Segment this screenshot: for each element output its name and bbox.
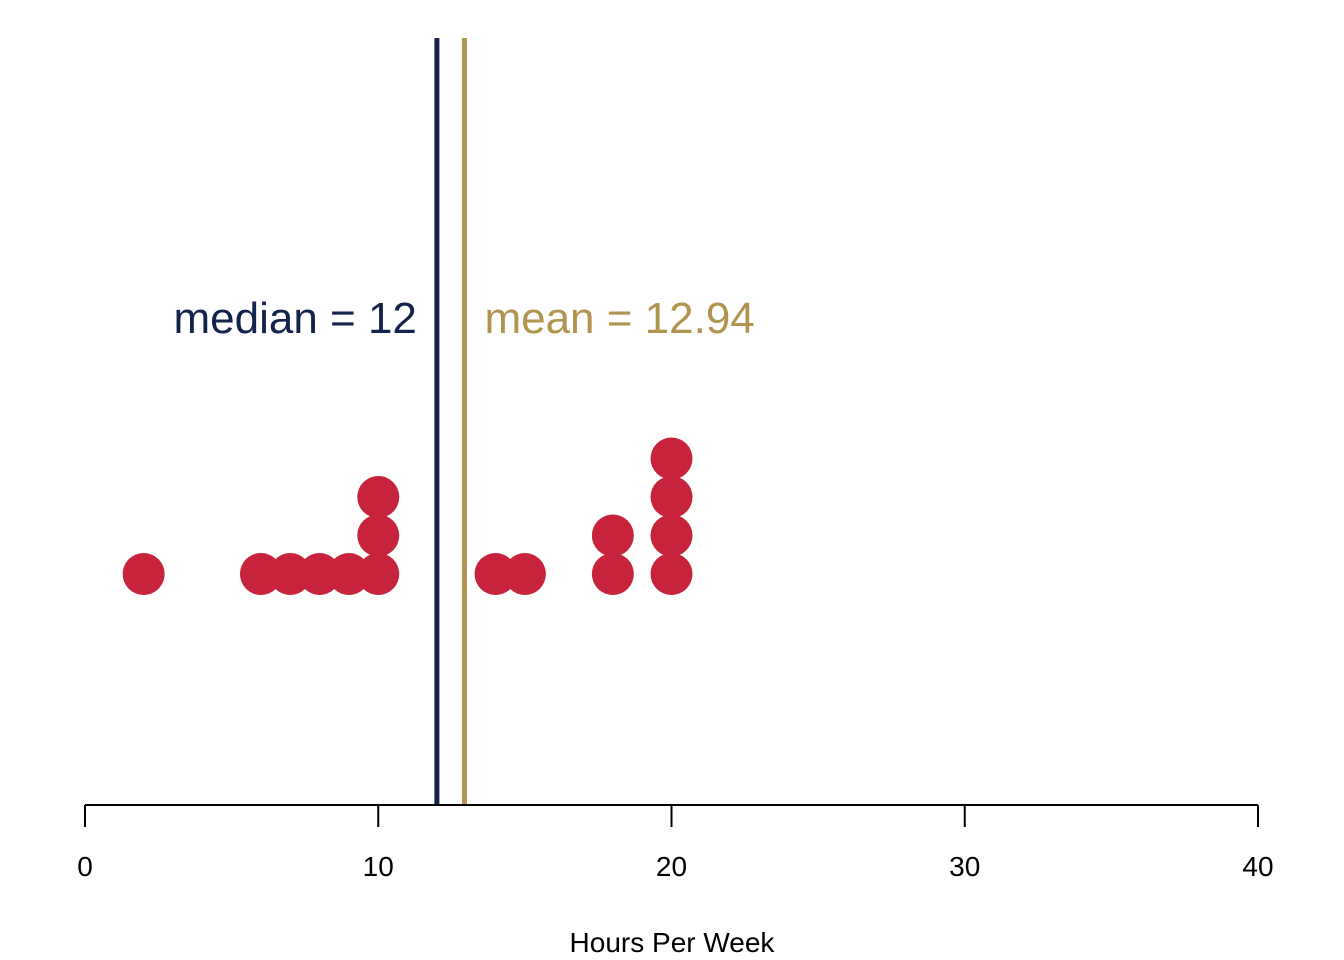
x-tick-label: 30 <box>949 851 980 882</box>
data-point <box>357 476 400 518</box>
x-tick-label: 40 <box>1242 851 1273 882</box>
data-point <box>298 553 341 595</box>
data-point <box>650 476 693 518</box>
data-point <box>650 437 693 480</box>
x-axis-ticks: 0 10 20 30 40 <box>77 805 1274 882</box>
median-label: median = 12 <box>173 294 416 343</box>
data-point <box>357 514 400 557</box>
data-point <box>503 553 546 595</box>
data-points <box>122 437 693 595</box>
x-tick-label: 0 <box>77 851 93 882</box>
x-tick-label: 10 <box>363 851 394 882</box>
data-point <box>591 514 634 557</box>
data-point <box>122 553 165 595</box>
data-point <box>591 553 634 595</box>
data-point <box>269 553 312 595</box>
x-tick-label: 20 <box>656 851 687 882</box>
data-point <box>650 514 693 557</box>
data-point <box>239 553 282 595</box>
mean-label: mean = 12.94 <box>484 294 754 343</box>
data-point <box>357 553 400 595</box>
reference-lines: median = 12 mean = 12.94 <box>173 38 755 805</box>
x-axis: 0 10 20 30 40 <box>77 804 1274 882</box>
data-point <box>474 553 517 595</box>
data-point <box>327 553 370 595</box>
x-axis-title: Hours Per Week <box>570 927 776 958</box>
data-point <box>650 553 693 595</box>
